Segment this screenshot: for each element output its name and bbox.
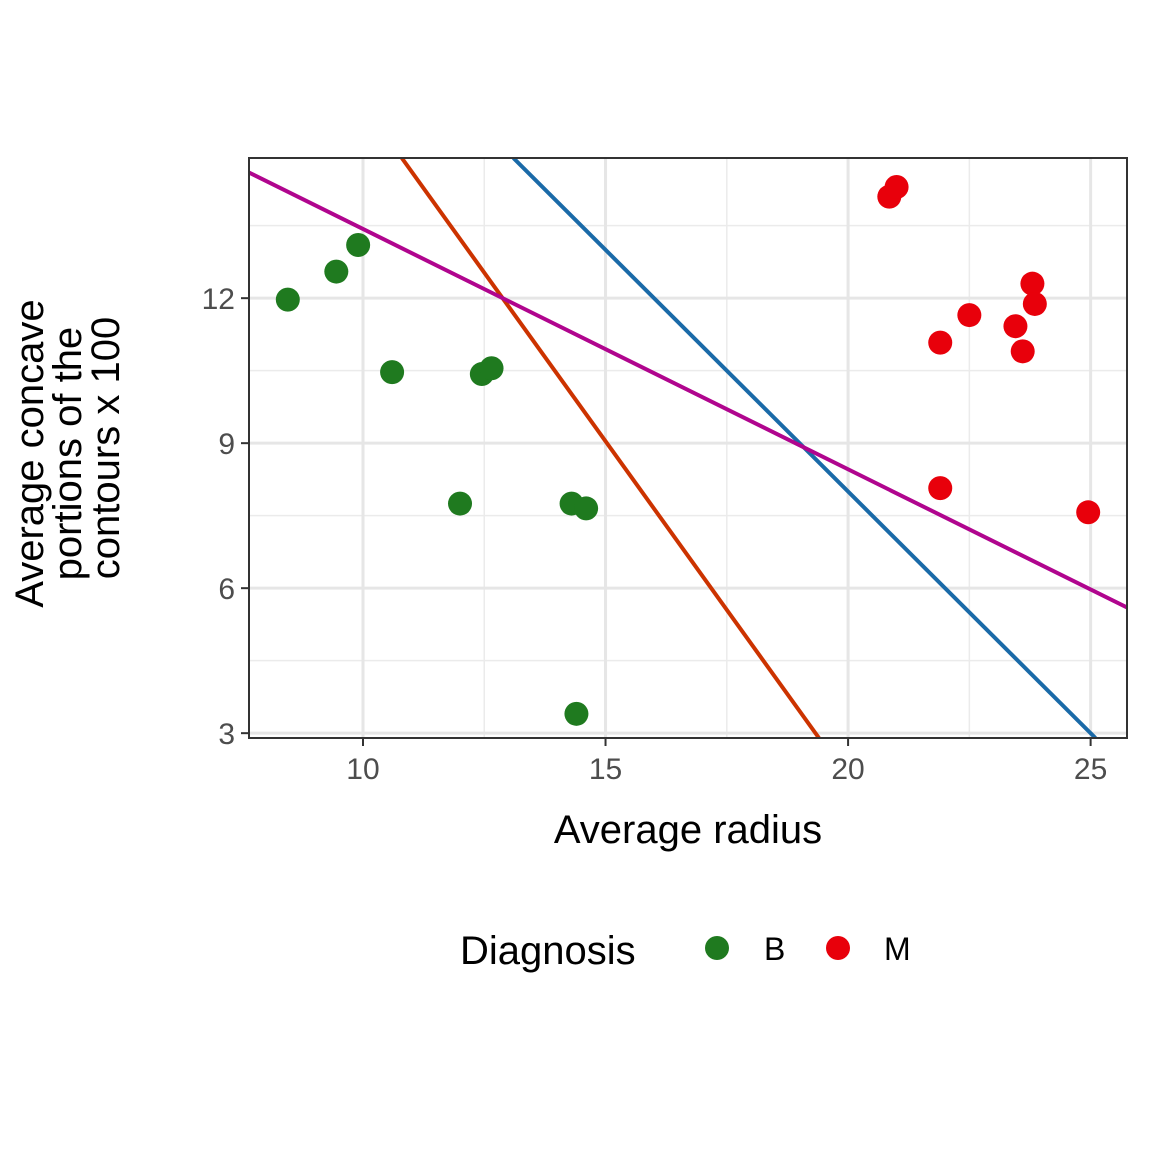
y-axis-title-line-1: Average concave bbox=[8, 299, 52, 607]
point-m-8 bbox=[1022, 291, 1047, 316]
point-b-2 bbox=[324, 259, 349, 284]
point-m-2 bbox=[884, 175, 909, 199]
y-tick-label: 12 bbox=[202, 283, 235, 316]
x-axis-title: Average radius bbox=[554, 808, 822, 852]
x-tick-label: 25 bbox=[1074, 753, 1107, 786]
data-points bbox=[275, 175, 1101, 726]
y-axis-ticks: 3 6 9 12 bbox=[202, 283, 249, 751]
point-b-10 bbox=[564, 701, 589, 726]
magenta-line bbox=[249, 170, 1127, 610]
point-m-7 bbox=[1020, 271, 1045, 296]
legend: Diagnosis B M bbox=[460, 929, 911, 973]
y-tick-label: 3 bbox=[218, 718, 235, 751]
y-axis-title-line-2: portions of the bbox=[46, 327, 90, 581]
legend-label-m: M bbox=[884, 931, 911, 967]
fit-lines bbox=[249, 158, 1127, 738]
legend-title: Diagnosis bbox=[460, 929, 636, 973]
point-b-7 bbox=[448, 491, 473, 516]
legend-key-m bbox=[826, 936, 850, 960]
point-b-6 bbox=[479, 356, 504, 381]
point-b-9 bbox=[574, 496, 599, 521]
x-tick-label: 10 bbox=[346, 753, 379, 786]
point-b-1 bbox=[275, 287, 300, 312]
point-b-3 bbox=[346, 233, 371, 257]
point-m-4 bbox=[957, 303, 982, 328]
y-tick-label: 6 bbox=[218, 573, 235, 606]
point-m-10 bbox=[1076, 500, 1101, 525]
y-axis-title: Average concave portions of the contours… bbox=[8, 288, 128, 607]
x-tick-label: 20 bbox=[831, 753, 864, 786]
major-gridlines bbox=[249, 158, 1127, 738]
point-m-3 bbox=[928, 330, 953, 355]
y-tick-label: 9 bbox=[218, 428, 235, 461]
x-axis-ticks: 10 15 20 25 bbox=[346, 738, 1107, 786]
point-m-6 bbox=[1010, 339, 1035, 364]
point-b-4 bbox=[380, 360, 405, 385]
y-axis-title-line-3: contours x 100 bbox=[84, 317, 128, 579]
legend-label-b: B bbox=[764, 931, 785, 967]
x-tick-label: 15 bbox=[589, 753, 622, 786]
point-m-5 bbox=[1003, 314, 1028, 339]
panel-border bbox=[248, 157, 1128, 739]
orange-line bbox=[400, 158, 821, 738]
point-m-9 bbox=[928, 476, 953, 501]
legend-key-b bbox=[705, 936, 729, 960]
